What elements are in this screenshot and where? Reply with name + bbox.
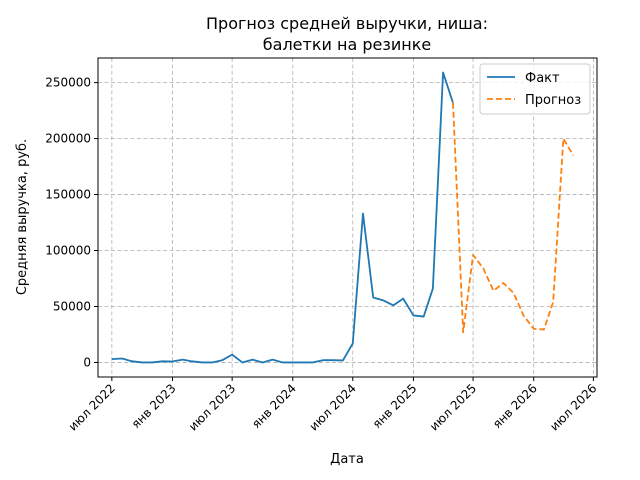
series-line-forecast [452,102,575,334]
y-tick-label: 150000 [45,188,91,202]
series-line-fact [111,71,454,364]
y-tick-label: 100000 [45,244,91,258]
legend-label-fact: Факт [525,71,560,86]
legend: Факт Прогноз [479,63,591,115]
y-tick-label: 0 [83,355,91,369]
legend-label-forecast: Прогноз [525,93,581,108]
y-tick-label: 200000 [45,132,91,146]
x-axis-label: Дата [330,452,364,467]
y-tick-label: 50000 [53,299,91,313]
chart-title-line-1: Прогноз средней выручки, ниша: [206,14,488,33]
y-tick-label: 250000 [45,76,91,90]
series-lines [111,71,575,364]
y-axis-label: Средняя выручка, руб. [15,139,30,295]
plot-frame [97,57,598,378]
chart-title-line-2: балетки на резинке [263,35,431,54]
